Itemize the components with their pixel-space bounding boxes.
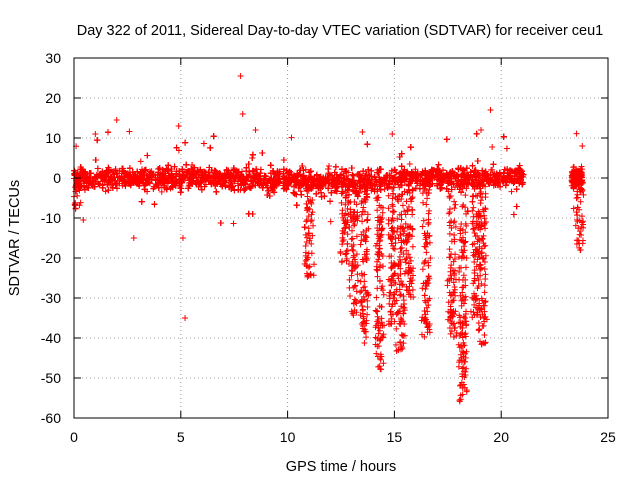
data-point <box>126 128 133 135</box>
chart-grid <box>74 58 608 418</box>
data-point <box>327 218 334 225</box>
data-point <box>508 188 515 195</box>
data-point <box>288 134 295 141</box>
data-point <box>406 161 413 168</box>
data-point <box>137 158 144 165</box>
data-points <box>71 73 587 405</box>
data-point <box>80 217 87 224</box>
data-point <box>297 188 304 195</box>
data-point <box>102 188 109 195</box>
data-point <box>489 143 496 150</box>
data-point <box>489 166 496 173</box>
data-point <box>478 127 485 134</box>
data-point <box>381 186 388 193</box>
data-point <box>158 188 165 195</box>
